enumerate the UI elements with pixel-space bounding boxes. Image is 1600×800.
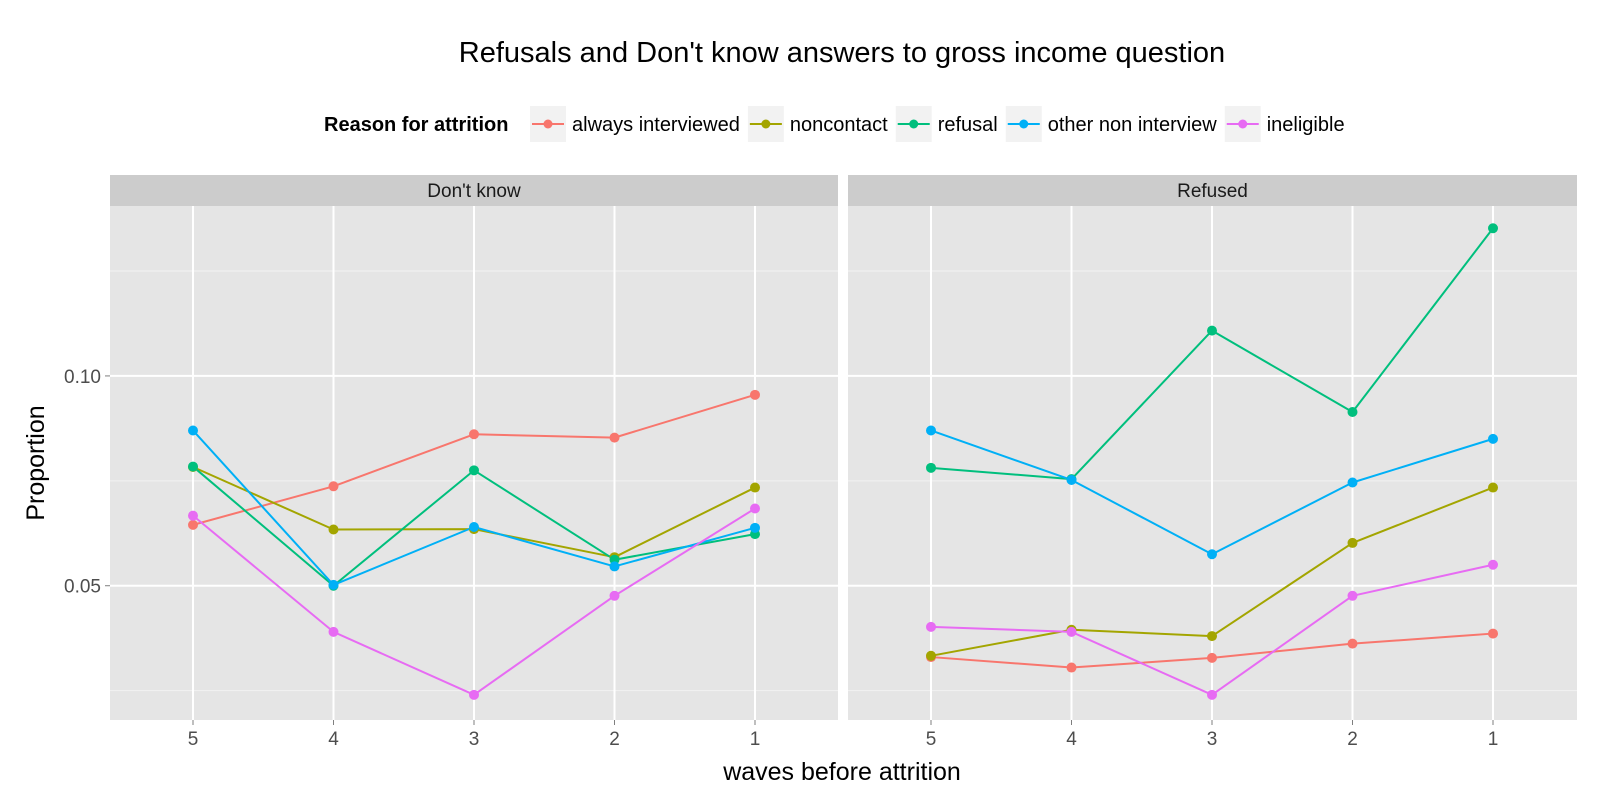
legend-point-always-interviewed [543,119,553,129]
legend-label-refusal: refusal [938,114,998,136]
data-point-don-t-know-other-non-interview [609,561,620,572]
data-point-refused-other-non-interview [1347,477,1358,488]
data-point-refused-ineligible [1066,626,1077,637]
y-axis-title: Proportion [22,405,50,520]
x-tick-label-don-t-know: 3 [469,729,480,750]
data-point-refused-always-interviewed [1488,628,1498,639]
data-point-don-t-know-ineligible [328,626,339,637]
strip-label-don-t-know: Don't know [427,181,521,202]
legend-point-other-non-interview [1019,119,1029,129]
data-point-don-t-know-always-interviewed [609,432,620,443]
panel-don-t-know: Don't know 5 4 3 2 1 [110,175,838,750]
x-tick-label-don-t-know: 4 [328,729,339,750]
legend-item-ineligible: ineligible [1224,106,1345,142]
data-point-refused-always-interviewed [1207,652,1217,663]
data-point-don-t-know-other-non-interview [750,522,760,533]
legend-label-always-interviewed: always interviewed [572,114,740,136]
x-tick-label-refused: 3 [1207,729,1218,750]
x-tick-label-don-t-know: 1 [750,729,761,750]
legend-items: always interviewed noncontact refusal other… [530,106,1345,142]
x-tick-label-don-t-know: 5 [188,729,199,750]
data-point-don-t-know-ineligible [750,503,760,514]
legend-point-refusal [909,119,919,129]
data-point-don-t-know-ineligible [188,510,198,521]
panels: Don't know 5 4 3 2 1 Refused 5 4 3 2 1 0.05 0.10 [64,175,1577,750]
data-point-don-t-know-other-non-interview [328,579,339,590]
data-point-refused-refusal [1207,325,1217,336]
data-point-don-t-know-other-non-interview [469,521,479,532]
chart-title: Refusals and Don't know answers to gross… [459,37,1225,69]
data-point-refused-ineligible [926,621,936,632]
y-tick-label: 0.05 [64,577,101,598]
legend-item-always-interviewed: always interviewed [530,106,740,142]
data-point-don-t-know-refusal [469,465,479,476]
legend-label-other-non-interview: other non interview [1048,114,1218,136]
x-tick-label-don-t-know: 2 [609,729,620,750]
legend-label-noncontact: noncontact [790,114,888,136]
data-point-refused-ineligible [1488,559,1498,570]
x-tick-label-refused: 4 [1066,729,1077,750]
x-tick-label-refused: 1 [1488,729,1499,750]
strip-label-refused: Refused [1177,181,1248,202]
data-point-refused-noncontact [926,650,936,661]
data-point-don-t-know-noncontact [750,482,760,493]
legend-title: Reason for attrition [324,114,508,136]
y-tick-label: 0.10 [64,367,101,388]
data-point-refused-other-non-interview [926,425,936,436]
data-point-don-t-know-always-interviewed [328,481,339,492]
data-point-don-t-know-other-non-interview [188,425,198,436]
strip-don-t-know [110,175,838,206]
data-point-refused-refusal [1488,223,1498,234]
legend-item-noncontact: noncontact [747,106,888,142]
data-point-refused-ineligible [1347,590,1358,601]
y-axis: 0.05 0.10 [64,367,110,598]
data-point-refused-refusal [1347,407,1358,418]
data-point-refused-always-interviewed [1347,638,1358,649]
data-point-refused-noncontact [1207,631,1217,642]
data-point-refused-always-interviewed [1066,662,1077,673]
data-point-don-t-know-refusal [188,461,198,472]
legend-label-ineligible: ineligible [1267,114,1345,136]
data-point-refused-other-non-interview [1207,549,1217,560]
panel-refused: Refused 5 4 3 2 1 [848,175,1577,750]
strip-refused [848,175,1577,206]
data-point-don-t-know-always-interviewed [188,519,198,530]
x-tick-label-refused: 2 [1347,729,1358,750]
data-point-don-t-know-ineligible [469,689,479,700]
data-point-refused-other-non-interview [1066,474,1077,485]
legend-item-refusal: refusal [895,106,998,142]
legend: Reason for attrition always interviewed n… [324,106,1345,142]
data-point-don-t-know-ineligible [609,590,620,601]
data-point-refused-noncontact [1488,482,1498,493]
data-point-refused-other-non-interview [1488,433,1498,444]
data-point-refused-refusal [926,462,936,473]
data-point-refused-ineligible [1207,689,1217,700]
data-point-don-t-know-always-interviewed [469,429,479,440]
x-tick-label-refused: 5 [926,729,937,750]
x-axis-title: waves before attrition [722,758,961,786]
data-point-don-t-know-noncontact [328,524,339,535]
data-point-don-t-know-always-interviewed [750,389,760,400]
legend-point-noncontact [761,119,771,129]
legend-point-ineligible [1238,119,1248,129]
legend-item-other-non-interview: other non interview [1005,106,1218,142]
data-point-refused-noncontact [1347,537,1358,548]
